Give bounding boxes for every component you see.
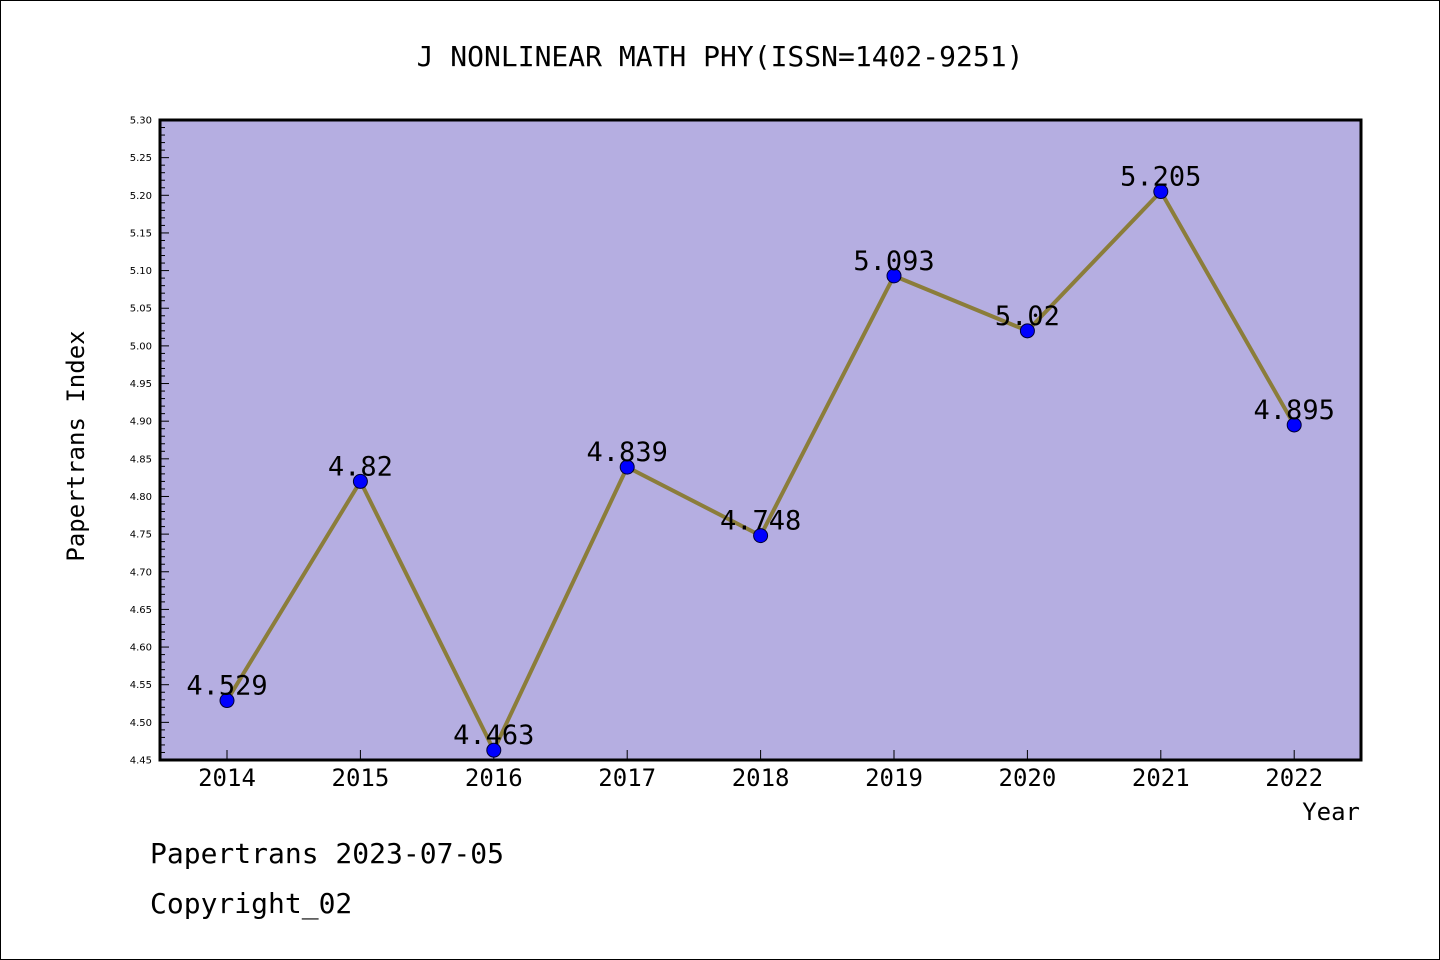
x-tick-label: 2015: [332, 764, 390, 792]
x-tick-label: 2016: [465, 764, 523, 792]
y-tick-label: 4.90: [130, 417, 152, 428]
data-point: [219, 693, 235, 709]
x-tick-label: 2021: [1132, 764, 1190, 792]
y-tick-label: 5.00: [130, 341, 152, 352]
y-axis: 4.45 4.50 4.55 4.60 4.65 4.70 4.75 4.80 4.85 4.90…: [130, 116, 169, 767]
x-tick-label: 2022: [1265, 764, 1323, 792]
y-tick-label: 5.30: [130, 116, 152, 127]
data-point: [1153, 184, 1169, 200]
x-axis-title: Year: [1302, 798, 1360, 826]
y-tick-label: 4.85: [130, 454, 152, 465]
y-tick-label: 5.25: [130, 153, 152, 164]
data-label: 5.093: [853, 246, 934, 277]
y-tick-label: 4.50: [130, 718, 152, 729]
y-tick-label: 4.70: [130, 567, 152, 578]
y-tick-label: 4.95: [130, 379, 152, 390]
data-label: 4.748: [720, 506, 801, 537]
x-tick-label: 2017: [598, 764, 656, 792]
data-label: 4.839: [587, 437, 668, 468]
y-tick-label: 5.20: [130, 191, 152, 202]
data-label: 4.463: [453, 720, 534, 751]
x-tick-label: 2014: [198, 764, 256, 792]
x-tick-label: 2018: [732, 764, 790, 792]
plot-area: [158, 118, 1363, 762]
data-label: 4.895: [1254, 395, 1335, 426]
data-point: [352, 473, 368, 489]
data-label: 4.82: [328, 451, 393, 482]
y-axis-title: Papertrans Index: [62, 330, 90, 561]
series-group: 4.529 4.82 4.463 4.839 4.748 5.093 5.02 5.205 4.…: [186, 162, 1335, 758]
y-tick-label: 5.15: [130, 228, 152, 239]
footer-copyright: Copyright_02: [150, 887, 352, 921]
y-tick-label: 4.60: [130, 643, 152, 654]
y-tick-label: 4.65: [130, 605, 152, 616]
y-tick-label: 4.55: [130, 680, 152, 691]
x-axis: 2014 2015 2016 2017 2018 2019 2020 2021 2022: [198, 750, 1323, 792]
x-tick-label: 2019: [865, 764, 923, 792]
y-tick-label: 4.75: [130, 530, 152, 541]
data-point: [1286, 417, 1302, 433]
data-label: 5.02: [995, 301, 1060, 332]
x-tick-label: 2020: [999, 764, 1057, 792]
data-point: [886, 268, 902, 284]
chart-title: J NONLINEAR MATH PHY(ISSN=1402-9251): [417, 40, 1024, 73]
data-point: [619, 459, 635, 475]
data-point: [753, 528, 769, 544]
data-label: 4.529: [186, 671, 267, 702]
y-tick-label: 5.10: [130, 266, 152, 277]
data-point: [1019, 323, 1035, 339]
y-tick-label: 4.45: [130, 756, 152, 767]
data-label: 5.205: [1120, 162, 1201, 193]
y-tick-label: 4.80: [130, 492, 152, 503]
data-point: [486, 742, 502, 758]
footer-date: Papertrans 2023-07-05: [150, 837, 504, 870]
y-tick-label: 5.05: [130, 304, 152, 315]
